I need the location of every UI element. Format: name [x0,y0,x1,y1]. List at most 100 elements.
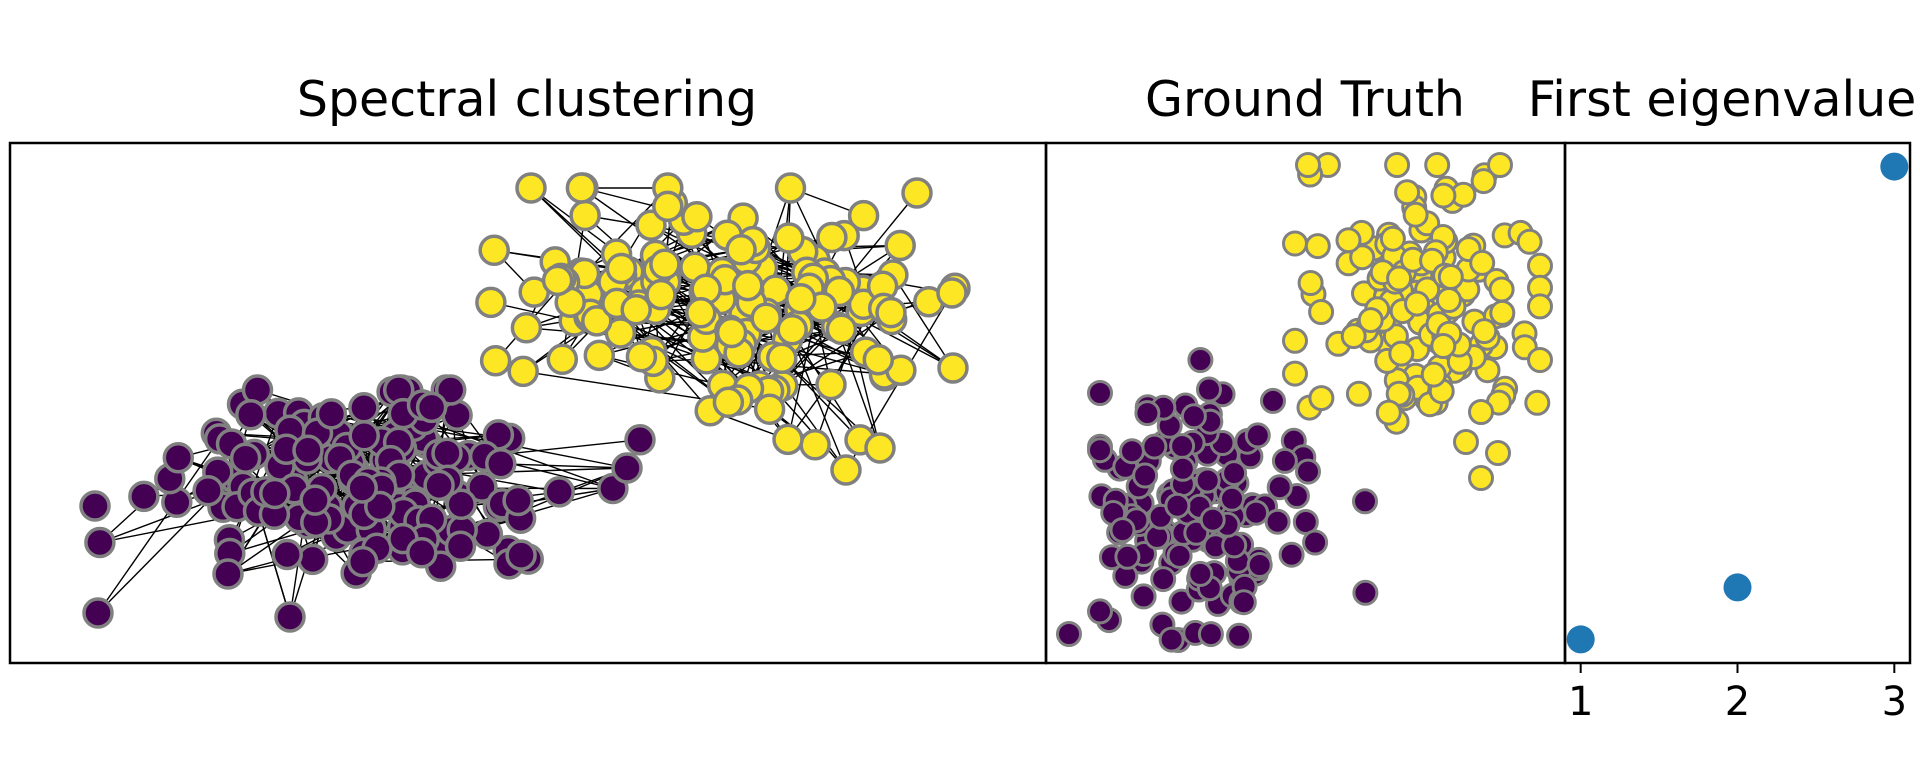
ground-truth-node-cluster-0 [1109,517,1136,544]
graph-node-cluster-0 [423,469,455,502]
graph-node-cluster-0 [348,420,380,452]
panel-title-spectral: Spectral clustering [297,71,757,128]
graph-node-cluster-1 [510,312,543,344]
ground-truth-node-cluster-1 [1282,230,1308,257]
ground-truth-node-cluster-0 [1199,506,1226,533]
x-axis-ticks: 1 2 3 [1568,663,1907,725]
panel-spectral-clustering: Spectral clustering [8,71,1048,665]
ground-truth-node-cluster-0 [1168,588,1195,615]
graph-node-cluster-1 [625,340,658,373]
graph-node-cluster-1 [766,342,798,375]
ground-truth-node-cluster-0 [1244,422,1271,449]
ground-truth-node-cluster-1 [1404,290,1430,317]
graph-node-cluster-1 [825,313,858,346]
graph-node-cluster-0 [296,543,329,576]
graph-node-cluster-0 [84,526,116,559]
ground-truth-node-cluster-1 [1420,361,1447,388]
ground-truth-node-cluster-1 [1487,152,1513,178]
ground-truth-node-cluster-0 [1119,438,1145,465]
ground-truth-node-cluster-1 [1468,465,1494,491]
ground-truth-node-cluster-1 [1471,318,1498,345]
graph-node-cluster-1 [620,293,652,326]
ground-truth-node-cluster-0 [1271,447,1298,474]
graph-edge [782,312,892,387]
graph-node-cluster-1 [862,343,895,376]
graph-node-cluster-1 [546,343,579,376]
graph-node-cluster-0 [162,441,195,474]
panel-first-eigenvalue: First eigenvalue 1 2 3 [1528,71,1917,725]
ground-truth-node-cluster-1 [1516,228,1543,255]
graph-node-cluster-0 [128,480,160,513]
ground-truth-node-cluster-1 [1384,152,1411,178]
graph-node-cluster-0 [346,472,378,504]
graph-node-cluster-0 [611,452,643,484]
graph-node-cluster-1 [479,344,512,377]
ground-truth-node-cluster-1 [1335,227,1362,254]
ground-truth-node-cluster-1 [1527,252,1553,279]
ground-truth-nodes [1056,152,1553,653]
graph-node-cluster-0 [434,374,467,406]
ground-truth-node-cluster-0 [1352,488,1378,515]
x-tick-label: 1 [1568,679,1593,725]
graph-node-cluster-1 [799,429,831,461]
graph-node-cluster-0 [259,477,291,510]
graph-node-cluster-1 [936,277,968,309]
graph-node-cluster-1 [685,297,717,329]
graph-node-cluster-0 [212,558,244,590]
graph-node-cluster-0 [346,545,379,578]
graph-node-cluster-0 [445,488,477,521]
ground-truth-node-cluster-0 [1230,589,1257,616]
ground-truth-node-cluster-0 [1266,474,1293,501]
ground-truth-node-cluster-1 [1524,389,1551,416]
graph-node-cluster-0 [505,539,537,571]
ground-truth-node-cluster-0 [1302,529,1329,556]
graph-node-cluster-1 [605,252,638,285]
ground-truth-node-cluster-1 [1394,179,1421,206]
graph-node-cluster-1 [776,313,808,346]
ground-truth-node-cluster-1 [1379,225,1406,252]
graph-node-cluster-1 [815,368,847,401]
graph-node-cluster-1 [652,190,684,223]
graph-node-cluster-1 [753,393,786,425]
eigenvalue-points [1566,152,1909,654]
graph-node-cluster-1 [541,264,574,297]
graph-node-cluster-1 [847,199,880,232]
ground-truth-node-cluster-0 [1169,433,1196,460]
ground-truth-node-cluster-1 [1453,429,1479,455]
panel-ground-truth: Ground Truth [1044,71,1567,665]
ground-truth-node-cluster-1 [1357,307,1384,334]
ground-truth-node-cluster-1 [1308,299,1335,325]
graph-node-cluster-1 [515,172,547,204]
ground-truth-node-cluster-0 [1278,541,1305,568]
panel-title-eigenvalue: First eigenvalue [1528,71,1917,128]
ground-truth-node-cluster-0 [1219,485,1245,512]
ground-truth-node-cluster-1 [1304,233,1331,260]
graph-node-cluster-1 [816,221,848,254]
ground-truth-node-cluster-1 [1282,360,1308,387]
ground-truth-node-cluster-0 [1132,462,1159,489]
graph-node-cluster-0 [444,530,477,562]
graph-node-cluster-0 [624,424,656,456]
ground-truth-node-cluster-1 [1424,152,1451,178]
ground-truth-node-cluster-0 [1056,621,1082,647]
ground-truth-node-cluster-0 [1169,455,1196,482]
graph-node-cluster-1 [715,316,748,349]
ground-truth-node-cluster-1 [1488,276,1515,303]
graph-node-cluster-1 [583,339,616,372]
ground-truth-node-cluster-0 [1187,560,1214,587]
graph-node-cluster-0 [315,398,348,430]
graph-node-cluster-1 [785,282,817,315]
graph-edge [781,357,861,441]
graph-node-cluster-1 [645,278,677,311]
graph-node-cluster-0 [471,518,504,551]
ground-truth-node-cluster-0 [1158,626,1185,653]
graph-node-cluster-1 [875,296,907,329]
graph-node-cluster-0 [79,490,111,522]
ground-truth-node-cluster-0 [1243,499,1270,526]
graph-node-cluster-0 [292,434,324,467]
ground-truth-node-cluster-1 [1437,264,1464,290]
graph-node-cluster-0 [82,597,114,629]
ground-truth-node-cluster-0 [1130,583,1157,610]
graph-node-cluster-0 [274,601,306,633]
